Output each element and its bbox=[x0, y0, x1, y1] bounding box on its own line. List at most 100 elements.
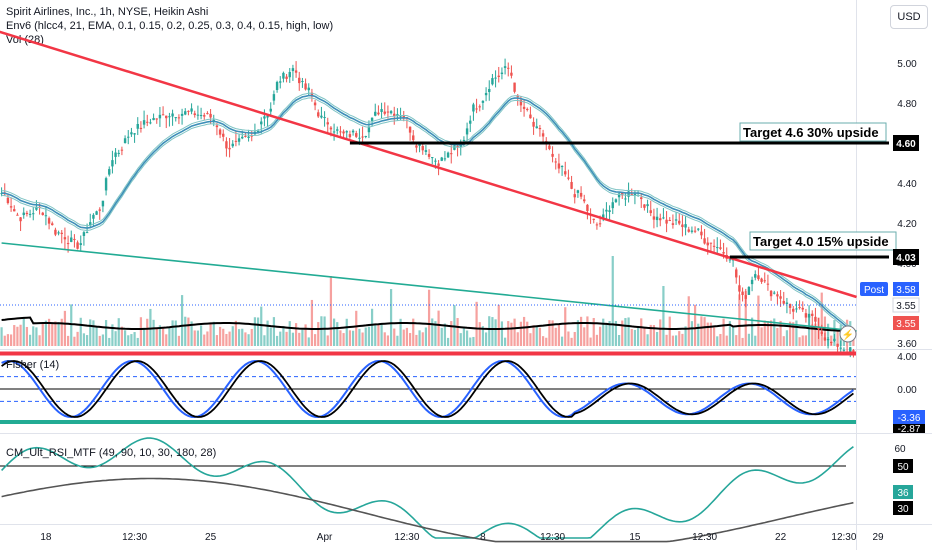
volume-bar bbox=[123, 330, 127, 346]
candle-body bbox=[415, 145, 418, 148]
candle-body bbox=[13, 209, 16, 212]
envelope-indicator-legend[interactable]: Env6 (hlcc4, 21, EMA, 0.1, 0.15, 0.2, 0.… bbox=[6, 20, 334, 32]
volume-bar bbox=[595, 334, 599, 346]
candle-body bbox=[44, 215, 48, 217]
candle-body bbox=[367, 126, 371, 133]
candle bbox=[402, 110, 405, 122]
volume-bar bbox=[212, 321, 215, 346]
candle-body bbox=[814, 316, 817, 322]
candle-body bbox=[374, 111, 377, 116]
volume-bar bbox=[336, 322, 339, 346]
currency-button[interactable]: USD bbox=[890, 5, 928, 29]
volume-bar bbox=[519, 321, 523, 346]
candle bbox=[595, 222, 599, 230]
volume-bar bbox=[405, 327, 409, 346]
volume-bar bbox=[358, 328, 361, 346]
volume-bar bbox=[383, 332, 386, 346]
candle-body bbox=[63, 237, 67, 240]
fisher-legend[interactable]: Fisher (14) bbox=[6, 359, 60, 371]
volume-bar bbox=[146, 318, 149, 346]
rsi-level-30-tag-text: 30 bbox=[897, 504, 909, 515]
target-price-tag-text: 4.60 bbox=[896, 139, 916, 150]
candle bbox=[611, 197, 614, 215]
candle-body bbox=[89, 222, 92, 226]
fisher-value-tag bbox=[893, 410, 925, 424]
candle bbox=[165, 115, 168, 129]
volume-bar bbox=[706, 322, 709, 346]
candle bbox=[779, 289, 782, 307]
candle-body bbox=[811, 313, 814, 316]
rsi-tick-label: 60 bbox=[894, 444, 906, 455]
candle-body bbox=[776, 294, 779, 297]
candle bbox=[769, 289, 773, 301]
volume-bar bbox=[66, 335, 70, 346]
volume-bar bbox=[469, 337, 472, 346]
candle bbox=[9, 197, 13, 212]
time-tick-label: 29 bbox=[872, 532, 884, 543]
candle-body bbox=[231, 143, 234, 147]
candle bbox=[557, 153, 561, 174]
candle bbox=[475, 98, 478, 114]
volume-bar bbox=[326, 335, 329, 346]
candle-body bbox=[690, 230, 694, 232]
candles bbox=[0, 58, 855, 358]
time-tick-label: 12:30 bbox=[122, 532, 147, 543]
candle bbox=[766, 274, 770, 291]
volume-bar bbox=[440, 327, 443, 346]
candle-body bbox=[747, 286, 751, 295]
candle-body bbox=[158, 114, 162, 119]
candle bbox=[586, 204, 589, 220]
volume-bar bbox=[475, 301, 478, 346]
volume-bar bbox=[798, 337, 801, 346]
candle-body bbox=[681, 224, 684, 228]
volume-bar bbox=[747, 333, 751, 346]
candle-body bbox=[101, 200, 105, 207]
candle bbox=[687, 226, 690, 233]
candle bbox=[415, 143, 418, 153]
candle bbox=[361, 126, 364, 143]
volume-bar bbox=[602, 318, 605, 346]
candle-body bbox=[611, 202, 614, 209]
candle bbox=[70, 230, 73, 243]
candle-body bbox=[598, 223, 602, 225]
volume-bar bbox=[412, 318, 415, 346]
candle bbox=[13, 205, 16, 212]
candle-body bbox=[82, 232, 86, 236]
volume-bar bbox=[750, 317, 754, 346]
volume-ma-line bbox=[1, 316, 854, 332]
candle bbox=[351, 129, 355, 136]
candle-body bbox=[66, 243, 70, 245]
price-tick-label: 4.40 bbox=[897, 179, 917, 190]
volume-bar bbox=[712, 327, 716, 346]
time-tick-label: 12:30 bbox=[831, 532, 856, 543]
candle-body bbox=[130, 132, 133, 135]
candle bbox=[830, 341, 833, 346]
rsi-legend[interactable]: CM_Ult_RSI_MTF (49, 90, 10, 30, 180, 28) bbox=[6, 447, 217, 459]
candle bbox=[795, 301, 798, 313]
volume-bar bbox=[560, 336, 564, 346]
candle bbox=[440, 156, 443, 162]
volume-bar bbox=[6, 334, 10, 346]
volume-bar bbox=[152, 319, 155, 346]
candle-body bbox=[849, 347, 852, 352]
candle-body bbox=[697, 228, 700, 230]
volume-bar bbox=[709, 322, 713, 346]
volume-bar bbox=[16, 326, 19, 346]
candle bbox=[507, 62, 510, 77]
candle-body bbox=[693, 230, 697, 232]
candle-body bbox=[573, 194, 576, 198]
volume-bar bbox=[538, 327, 542, 346]
volume-bar bbox=[776, 327, 779, 346]
target-label-box bbox=[749, 231, 897, 251]
candle bbox=[630, 188, 633, 196]
volume-bar bbox=[389, 289, 393, 346]
candle bbox=[427, 149, 431, 160]
candle-body bbox=[431, 157, 434, 159]
candle bbox=[73, 234, 76, 248]
candle-body bbox=[22, 212, 25, 216]
rsi-level-50-tag bbox=[893, 459, 913, 473]
candle-body bbox=[323, 117, 326, 119]
volume-bar bbox=[510, 322, 513, 346]
